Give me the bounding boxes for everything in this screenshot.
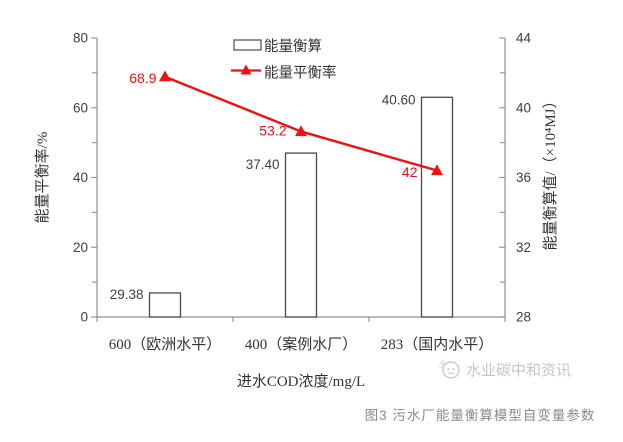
right-axis-tick-label: 28: [516, 310, 531, 325]
watermark-text: 水业碳中和资讯: [466, 362, 572, 379]
figure-caption: 图3 污水厂能量衡算模型自变量参数: [364, 408, 596, 423]
right-axis-tick-label: 36: [516, 170, 531, 185]
combo-chart: 0 20 40 60 80 28 32 36 40 44 600（欧洲水平） 400（案例水厂） 283…: [34, 31, 559, 391]
left-axis-tick-label: 20: [73, 240, 88, 255]
legend-label-bar: 能量衡算: [264, 38, 322, 55]
left-axis-tick-label: 40: [73, 170, 88, 185]
legend-triangle-marker: [240, 64, 252, 75]
line-value-label: 42: [402, 164, 418, 180]
x-axis-title: 进水COD浓度/mg/L: [237, 373, 365, 390]
triangle-marker: [431, 164, 443, 176]
left-axis-tick-label: 0: [80, 310, 88, 325]
legend-bar-swatch: [233, 39, 262, 51]
waterdrop-face-logo-icon: [438, 359, 460, 379]
bar-value-label: 29.38: [110, 287, 144, 302]
right-axis-tick-label: 44: [516, 31, 532, 46]
line-value-label: 68.9: [129, 70, 156, 86]
left-axis-tick-label: 80: [73, 31, 88, 46]
left-axis-title: 能量平衡率/%: [34, 132, 51, 224]
bar: [148, 292, 182, 318]
triangle-marker: [295, 125, 307, 137]
legend-label-line: 能量平衡率: [264, 65, 337, 82]
left-axis-tick-label: 60: [73, 100, 88, 115]
x-category-label: 283（国内水平）: [381, 336, 494, 353]
bar: [284, 152, 318, 318]
watermark: 水业碳中和资讯: [436, 357, 571, 381]
triangle-marker: [159, 70, 171, 82]
x-category-label: 600（欧洲水平）: [109, 336, 222, 353]
bar-value-label: 37.40: [246, 157, 280, 172]
x-category-label: 400（案例水厂）: [245, 335, 358, 353]
right-axis-tick-label: 40: [516, 100, 531, 115]
line-value-label: 53.2: [259, 122, 286, 138]
right-axis-title: 能量衡算值/（×10⁴MJ）: [541, 93, 559, 250]
right-axis-tick-label: 32: [516, 240, 531, 255]
bar-value-label: 40.60: [382, 92, 416, 107]
bar: [420, 96, 454, 318]
